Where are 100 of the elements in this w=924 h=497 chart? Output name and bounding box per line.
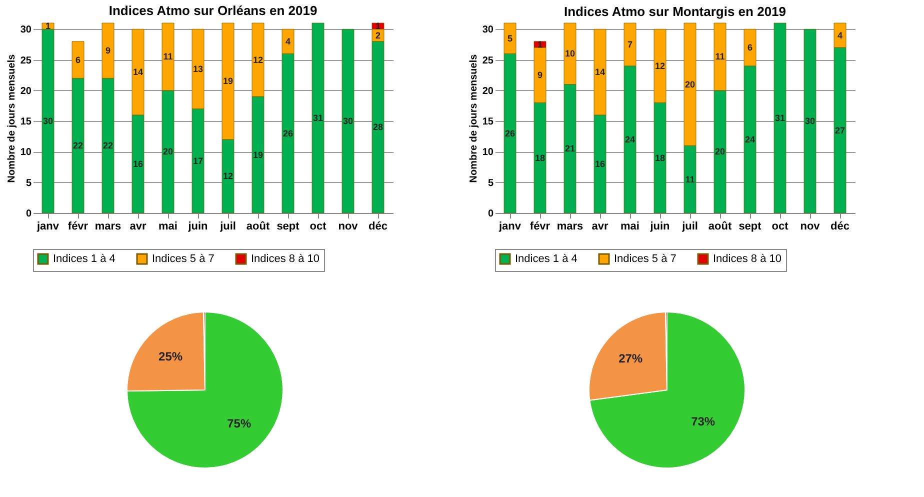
data-label: 1 — [537, 39, 543, 50]
data-label: 16 — [594, 158, 606, 169]
y-tick-label: 0 — [488, 208, 494, 220]
chart-title: Indices Atmo sur Montargis en 2019 — [564, 4, 786, 19]
data-label: 4 — [837, 30, 843, 40]
data-label: 31 — [774, 113, 786, 123]
legend-label: Indices 8 à 10 — [713, 253, 782, 265]
y-tick-label: 20 — [20, 86, 32, 97]
x-tick-label: janv — [36, 220, 60, 232]
x-tick-label: oct — [310, 220, 327, 232]
data-label: 24 — [744, 134, 756, 144]
x-tick-label: mai — [158, 220, 178, 232]
y-tick-label: 15 — [482, 116, 494, 128]
legend-label: Indices 5 à 7 — [614, 253, 676, 265]
y-tick-label: 10 — [20, 147, 32, 158]
x-tick-label: avr — [592, 220, 609, 232]
data-label: 12 — [222, 171, 234, 182]
data-label: 22 — [72, 140, 84, 151]
data-label: 6 — [747, 42, 753, 53]
x-tick-label: févr — [68, 220, 89, 232]
legend-label: Indices 1 à 4 — [515, 253, 578, 265]
data-label: 16 — [132, 158, 144, 169]
pie-slice — [126, 312, 284, 468]
data-label: 75% — [227, 416, 252, 431]
data-label: 24 — [624, 134, 636, 144]
pie-slice — [589, 312, 746, 468]
data-label: 21 — [564, 144, 576, 154]
data-label: 9 — [537, 70, 543, 80]
data-label: 27% — [618, 352, 643, 366]
y-tick-label: 5 — [26, 178, 32, 189]
x-tick-label: févr — [530, 220, 551, 232]
data-label: 11 — [685, 174, 695, 184]
data-label: 20 — [162, 146, 174, 157]
y-tick-label: 30 — [482, 24, 494, 36]
x-tick-label: nov — [338, 220, 359, 232]
bar — [804, 28, 816, 214]
legend-label: Indices 1 à 4 — [53, 253, 116, 265]
x-tick-label: déc — [830, 220, 850, 232]
data-label: 26 — [282, 128, 294, 138]
y-axis-title: Nombre de jours mensuels — [6, 54, 18, 183]
data-label: 19 — [222, 76, 234, 86]
chart-title: Indices Atmo sur Orléans en 2019 — [108, 3, 318, 18]
x-tick-label: avr — [130, 220, 147, 232]
data-label: 25% — [158, 350, 183, 364]
x-tick-label: sept — [276, 220, 300, 232]
data-label: 9 — [105, 46, 111, 56]
x-tick-label: sept — [738, 220, 762, 232]
data-label: 17 — [192, 156, 204, 166]
x-tick-label: nov — [800, 220, 821, 232]
y-tick-label: 0 — [26, 208, 32, 220]
bar — [312, 22, 324, 214]
data-label: 20 — [714, 146, 726, 157]
y-tick-label: 30 — [20, 24, 32, 36]
x-tick-label: juin — [187, 220, 208, 232]
data-label: 22 — [102, 140, 114, 151]
x-tick-label: août — [708, 220, 732, 232]
x-tick-label: janv — [498, 220, 522, 232]
x-tick-label: mai — [620, 220, 640, 232]
data-label: 13 — [192, 64, 204, 74]
x-tick-label: juil — [219, 220, 236, 232]
x-tick-label: mars — [94, 220, 122, 232]
data-label: 20 — [684, 79, 696, 90]
x-tick-label: mars — [556, 220, 584, 232]
data-label: 7 — [627, 39, 633, 50]
x-tick-label: juin — [649, 220, 670, 232]
data-label: 73% — [691, 414, 716, 429]
data-label: 12 — [654, 60, 666, 71]
data-label: 1 — [45, 21, 51, 32]
data-label: 2 — [375, 30, 381, 40]
data-label: 12 — [252, 54, 264, 65]
data-label: 10 — [564, 48, 576, 59]
data-label: 4 — [285, 36, 291, 46]
legend-label: Indices 8 à 10 — [251, 253, 320, 265]
data-label: 11 — [715, 52, 725, 62]
bar — [342, 28, 354, 214]
data-label: 26 — [504, 128, 516, 138]
y-tick-label: 5 — [488, 178, 494, 189]
data-label: 6 — [75, 54, 81, 65]
data-label: 19 — [252, 150, 264, 160]
x-tick-label: oct — [772, 220, 789, 232]
y-tick-label: 25 — [20, 55, 32, 66]
data-label: 30 — [42, 116, 54, 126]
y-tick-label: 25 — [482, 55, 494, 66]
data-label: 11 — [163, 52, 173, 62]
data-label: 31 — [312, 113, 324, 123]
y-tick-label: 15 — [20, 116, 32, 128]
bar — [774, 22, 786, 214]
y-tick-label: 10 — [482, 147, 494, 158]
data-label: 14 — [132, 67, 144, 78]
data-label: 18 — [654, 152, 666, 163]
data-label: 5 — [507, 33, 513, 44]
x-tick-label: août — [246, 220, 270, 232]
data-label: 30 — [804, 116, 816, 126]
data-label: 1 — [375, 21, 381, 32]
legend-label: Indices 5 à 7 — [152, 253, 214, 265]
x-tick-label: juil — [681, 220, 698, 232]
x-tick-label: déc — [368, 220, 388, 232]
y-tick-label: 20 — [482, 86, 494, 97]
data-label: 14 — [594, 67, 606, 78]
data-label: 30 — [342, 116, 354, 126]
